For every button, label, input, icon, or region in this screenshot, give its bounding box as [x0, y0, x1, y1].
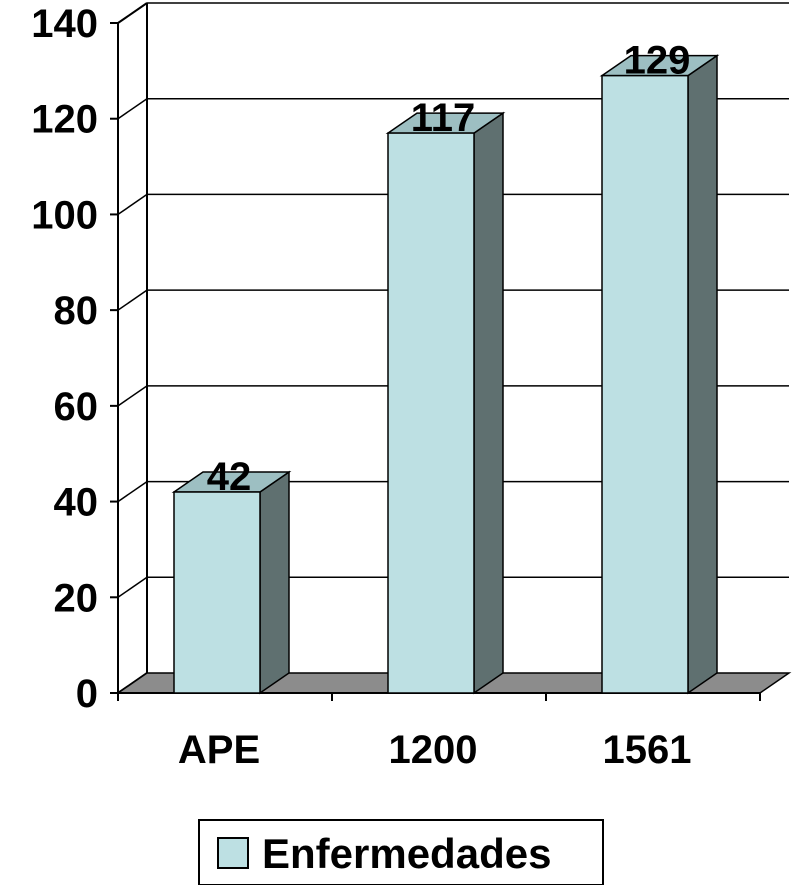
bar: [171, 470, 292, 695]
legend-box: [198, 819, 604, 885]
y-tick-labels: 0 20 40 60 80 100 120 140: [31, 2, 98, 716]
bars: [171, 54, 720, 695]
y-tick-label: 80: [54, 289, 99, 333]
y-tick-label: 40: [54, 481, 99, 525]
data-label: 117: [411, 96, 476, 140]
y-tick-label: 120: [31, 98, 98, 142]
data-label: 129: [624, 39, 691, 83]
x-tick-labels: APE 1200 1561: [178, 728, 692, 772]
chart-walls: [117, 2, 148, 694]
left-wall: [117, 2, 148, 694]
gridline: [117, 385, 148, 407]
bar-front: [173, 491, 261, 694]
bar-side: [687, 54, 718, 695]
y-tick-label: 60: [54, 385, 99, 429]
legend-label: Enfermedades: [262, 830, 551, 877]
data-label: 42: [207, 455, 252, 499]
bar-front: [601, 74, 689, 694]
gridline: [117, 576, 148, 598]
bar: [385, 111, 506, 695]
gridline: [117, 193, 148, 216]
gridline: [117, 289, 148, 311]
legend-swatch: [217, 837, 249, 869]
legend: Enfermedades: [198, 819, 604, 885]
bar: [599, 54, 720, 695]
y-tick-label: 140: [31, 2, 98, 46]
y-tick-label: 0: [76, 672, 98, 716]
bar-side: [259, 470, 290, 695]
gridline: [117, 2, 148, 24]
data-labels: 42 117 129: [207, 39, 691, 499]
y-tick-label: 20: [54, 576, 99, 620]
y-tick-label: 100: [31, 193, 98, 237]
x-tick-label: APE: [178, 728, 260, 772]
gridline: [117, 98, 148, 120]
bar-side: [473, 111, 504, 695]
x-tick-label: 1561: [603, 728, 692, 772]
bar-front: [387, 132, 475, 694]
gridline: [117, 480, 148, 503]
x-tick-label: 1200: [389, 728, 478, 772]
